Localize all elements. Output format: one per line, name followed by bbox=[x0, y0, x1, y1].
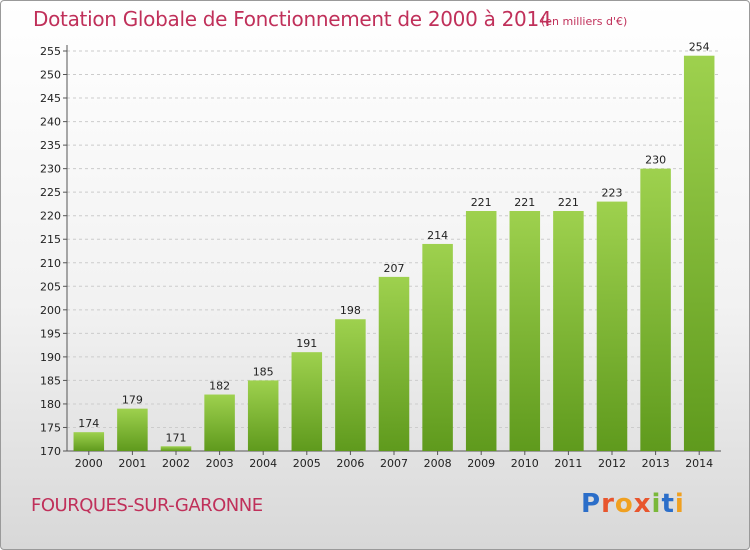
bar-2014 bbox=[683, 55, 715, 452]
value-label: 221 bbox=[558, 196, 579, 209]
bar-2010 bbox=[509, 211, 541, 451]
x-tick-label: 2005 bbox=[293, 457, 321, 470]
value-labels: 174 179 171 182 185 191 198 207 214 221 221 221 223 2… bbox=[78, 41, 709, 445]
value-label: 214 bbox=[427, 229, 448, 242]
y-tick-label: 180 bbox=[40, 398, 61, 411]
y-tick-label: 220 bbox=[40, 210, 61, 223]
bar-2013 bbox=[640, 168, 671, 451]
y-tick-label: 205 bbox=[40, 280, 61, 293]
bar-2003 bbox=[204, 394, 235, 451]
x-tick-label: 2013 bbox=[642, 457, 670, 470]
x-tick-label: 2002 bbox=[162, 457, 190, 470]
bar-2000 bbox=[73, 432, 105, 451]
x-tick-label: 2007 bbox=[380, 457, 408, 470]
y-tick-label: 190 bbox=[40, 351, 61, 364]
x-tick-label: 2003 bbox=[206, 457, 234, 470]
y-tick-label: 200 bbox=[40, 304, 61, 317]
y-tick-label: 245 bbox=[40, 92, 61, 105]
bar-2011 bbox=[553, 211, 584, 451]
bar-2002 bbox=[160, 446, 192, 451]
y-tick-label: 255 bbox=[40, 45, 61, 58]
y-tick-label: 240 bbox=[40, 116, 61, 129]
y-tick-label: 195 bbox=[40, 327, 61, 340]
x-tick-label: 2009 bbox=[467, 457, 495, 470]
value-label: 179 bbox=[122, 394, 143, 407]
x-tick-label: 2008 bbox=[424, 457, 452, 470]
value-label: 171 bbox=[166, 431, 187, 444]
bar-2004 bbox=[247, 380, 279, 451]
commune-name: FOURQUES-SUR-GARONNE bbox=[31, 495, 263, 516]
bar-2007 bbox=[378, 276, 410, 451]
y-tick-label: 170 bbox=[40, 445, 61, 458]
x-tick-label: 2010 bbox=[511, 457, 539, 470]
bar-2008 bbox=[422, 243, 453, 451]
y-tick-label: 235 bbox=[40, 139, 61, 152]
y-tick-label: 185 bbox=[40, 374, 61, 387]
x-tick-label: 2012 bbox=[598, 457, 626, 470]
y-tick-label: 225 bbox=[40, 186, 61, 199]
value-label: 254 bbox=[689, 41, 710, 54]
value-label: 207 bbox=[384, 262, 405, 275]
x-tick-label: 2014 bbox=[685, 457, 713, 470]
value-label: 223 bbox=[602, 187, 623, 200]
bar-2006 bbox=[335, 319, 366, 451]
x-tick-label: 2001 bbox=[118, 457, 146, 470]
value-label: 198 bbox=[340, 304, 361, 317]
chart-subtitle: (en milliers d'€) bbox=[541, 15, 628, 28]
bar-2012 bbox=[596, 201, 628, 451]
x-tick-label: 2000 bbox=[75, 457, 103, 470]
x-tick-label: 2006 bbox=[336, 457, 364, 470]
bars bbox=[73, 55, 715, 452]
bar-2005 bbox=[291, 352, 323, 451]
proxiti-logo[interactable]: Proxiti bbox=[581, 489, 685, 519]
x-tick-label: 2011 bbox=[554, 457, 582, 470]
value-label: 174 bbox=[78, 417, 99, 430]
value-label: 182 bbox=[209, 380, 230, 393]
y-tick-label: 175 bbox=[40, 421, 61, 434]
axes: 170 175 180 185 190 195 200 205 210 215 220 225 230 2… bbox=[40, 45, 721, 470]
value-label: 230 bbox=[645, 154, 666, 167]
value-label: 185 bbox=[253, 365, 274, 378]
chart-title: Dotation Globale de Fonctionnement de 20… bbox=[33, 7, 552, 31]
y-tick-label: 250 bbox=[40, 69, 61, 82]
bar-2001 bbox=[117, 408, 148, 451]
x-tick-label: 2004 bbox=[249, 457, 277, 470]
value-label: 221 bbox=[471, 196, 492, 209]
y-tick-label: 230 bbox=[40, 163, 61, 176]
value-label: 221 bbox=[514, 196, 535, 209]
y-tick-label: 210 bbox=[40, 257, 61, 270]
bar-2009 bbox=[465, 211, 497, 451]
y-tick-label: 215 bbox=[40, 233, 61, 246]
value-label: 191 bbox=[296, 337, 317, 350]
